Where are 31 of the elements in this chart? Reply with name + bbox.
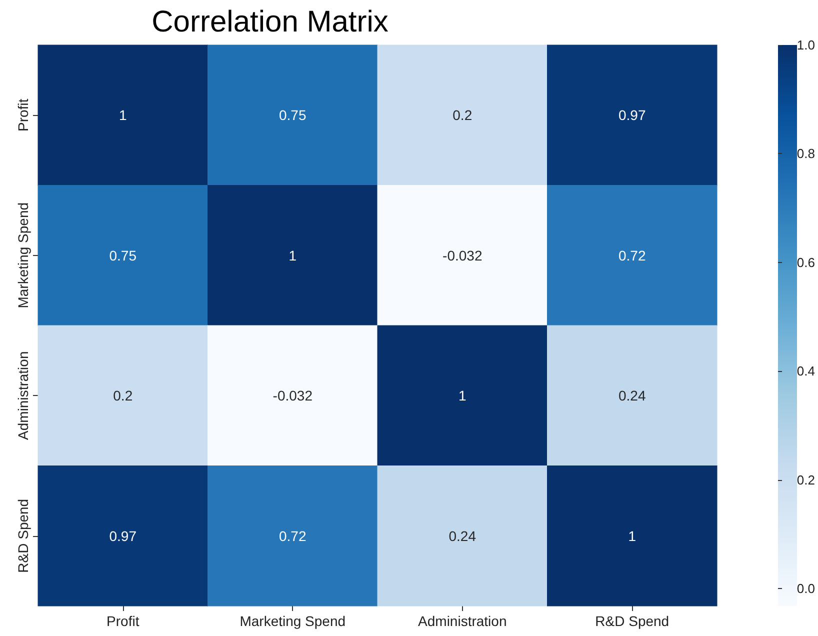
- y-tick-label: Marketing Spend: [15, 202, 31, 308]
- color-bar-label: 0.0: [796, 581, 816, 596]
- data-label: 0.24: [448, 528, 476, 544]
- data-label: 1: [628, 528, 636, 544]
- data-label: 0.97: [618, 107, 646, 124]
- chart-title: Correlation Matrix: [152, 6, 388, 38]
- data-label: 0.97: [109, 528, 137, 544]
- data-label: 0.75: [279, 107, 306, 124]
- data-label: -0.032: [272, 388, 313, 404]
- x-tick-label: Administration: [418, 613, 507, 629]
- color-bar-label: 1.0: [796, 38, 816, 52]
- data-label: 0.75: [109, 247, 137, 264]
- color-bar-label: 0.4: [796, 364, 816, 379]
- data-label: -0.032: [442, 247, 482, 264]
- data-label: 0.72: [618, 247, 646, 264]
- data-label: 1: [118, 107, 127, 124]
- data-label: 0.24: [618, 388, 646, 404]
- y-tick-label: R&D Spend: [15, 498, 31, 573]
- y-tick-label: Administration: [15, 351, 31, 440]
- color-bar-label: 0.2: [796, 472, 816, 488]
- y-tick-label: Profit: [15, 98, 31, 132]
- color-bar-label: 0.6: [796, 254, 816, 270]
- data-label: 0.2: [452, 107, 472, 124]
- data-label: 1: [458, 388, 466, 404]
- data-label: 1: [288, 247, 297, 264]
- data-label: 0.72: [279, 528, 306, 544]
- x-tick-label: Marketing Spend: [240, 613, 346, 629]
- color-bar-label: 0.8: [796, 146, 816, 162]
- data-label: 0.2: [113, 388, 133, 404]
- x-tick-label: Profit: [106, 613, 140, 629]
- x-tick-label: R&D Spend: [595, 613, 670, 629]
